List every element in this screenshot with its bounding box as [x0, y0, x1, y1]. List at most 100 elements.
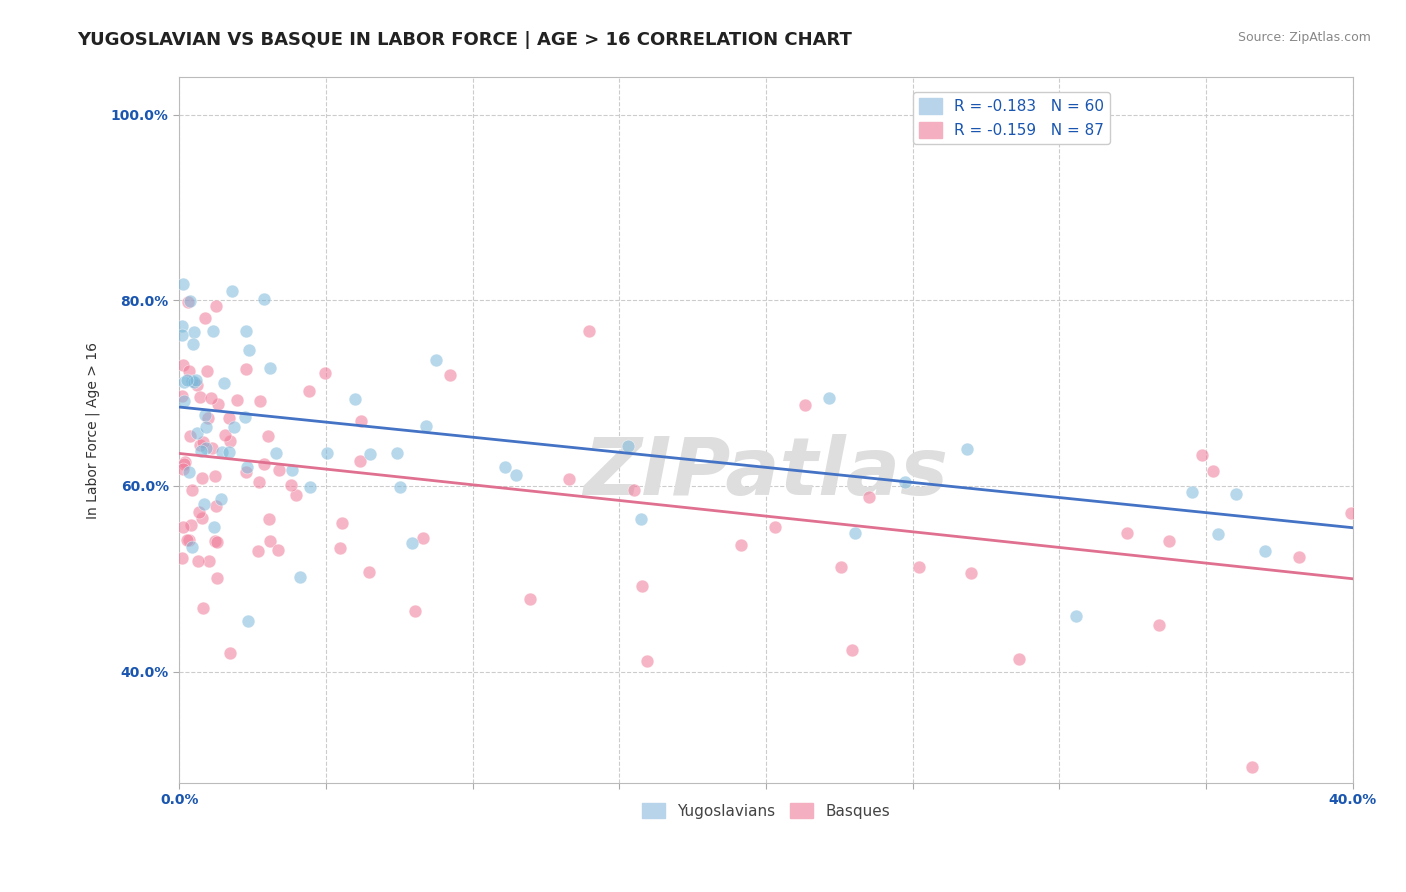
Point — [329, 541, 352, 556]
Point — [180, 541, 202, 555]
Point — [193, 497, 215, 511]
Point — [281, 463, 304, 477]
Point — [235, 324, 257, 338]
Point — [425, 353, 447, 368]
Point — [211, 445, 233, 459]
Point — [907, 560, 929, 574]
Point — [616, 439, 638, 453]
Point — [631, 579, 654, 593]
Point — [172, 389, 194, 403]
Point — [401, 536, 423, 550]
Point — [794, 399, 817, 413]
Point — [238, 343, 260, 358]
Point — [956, 442, 979, 456]
Point — [1066, 609, 1088, 624]
Point — [299, 480, 322, 494]
Point — [190, 471, 212, 485]
Point — [173, 375, 195, 389]
Point — [269, 463, 291, 477]
Point — [180, 517, 202, 532]
Point — [177, 465, 200, 479]
Point — [172, 461, 194, 475]
Point — [197, 554, 219, 568]
Point — [253, 292, 276, 306]
Point — [858, 490, 880, 504]
Point — [177, 295, 200, 310]
Point — [201, 442, 224, 456]
Point — [247, 544, 270, 558]
Point — [623, 483, 645, 497]
Point — [235, 460, 257, 475]
Point — [636, 654, 658, 668]
Point — [177, 364, 200, 378]
Point — [183, 325, 205, 339]
Point — [280, 478, 302, 492]
Point — [264, 446, 287, 460]
Point — [172, 520, 194, 534]
Point — [193, 601, 215, 615]
Point — [841, 643, 863, 657]
Point — [214, 428, 236, 442]
Point — [191, 511, 214, 525]
Point — [1208, 527, 1230, 541]
Point — [259, 361, 281, 376]
Point — [233, 409, 256, 424]
Point — [1225, 487, 1247, 501]
Point — [439, 368, 461, 382]
Point — [1340, 506, 1362, 520]
Point — [190, 390, 212, 404]
Point — [200, 391, 222, 405]
Point — [207, 571, 229, 585]
Point — [172, 318, 194, 333]
Point — [359, 447, 381, 461]
Point — [186, 426, 208, 441]
Point — [172, 277, 194, 291]
Point — [187, 504, 209, 518]
Point — [519, 591, 541, 606]
Legend: Yugoslavians, Basques: Yugoslavians, Basques — [636, 797, 897, 825]
Point — [218, 445, 240, 459]
Point — [186, 377, 208, 392]
Point — [201, 324, 224, 338]
Point — [181, 336, 204, 351]
Point — [184, 373, 207, 387]
Point — [180, 374, 202, 388]
Point — [195, 364, 218, 378]
Point — [1240, 760, 1263, 774]
Point — [315, 446, 337, 460]
Point — [204, 299, 226, 313]
Point — [173, 457, 195, 471]
Point — [187, 554, 209, 568]
Point — [183, 376, 205, 390]
Point — [415, 418, 437, 433]
Point — [174, 455, 197, 469]
Point — [298, 384, 321, 398]
Point — [179, 429, 201, 443]
Point — [359, 566, 381, 580]
Point — [557, 472, 579, 486]
Point — [249, 394, 271, 409]
Point — [404, 604, 426, 618]
Point — [204, 468, 226, 483]
Point — [387, 446, 409, 460]
Point — [960, 566, 983, 580]
Point — [177, 533, 200, 547]
Point — [1116, 526, 1139, 541]
Point — [235, 465, 257, 479]
Point — [191, 434, 214, 449]
Point — [578, 325, 600, 339]
Text: Source: ZipAtlas.com: Source: ZipAtlas.com — [1237, 31, 1371, 45]
Point — [412, 531, 434, 545]
Point — [257, 429, 280, 443]
Point — [830, 560, 852, 574]
Point — [197, 410, 219, 425]
Point — [205, 500, 228, 514]
Point — [194, 420, 217, 434]
Point — [349, 454, 371, 468]
Point — [180, 483, 202, 497]
Point — [179, 294, 201, 309]
Point — [193, 409, 215, 423]
Point — [257, 512, 280, 526]
Point — [172, 328, 194, 343]
Point — [219, 646, 242, 660]
